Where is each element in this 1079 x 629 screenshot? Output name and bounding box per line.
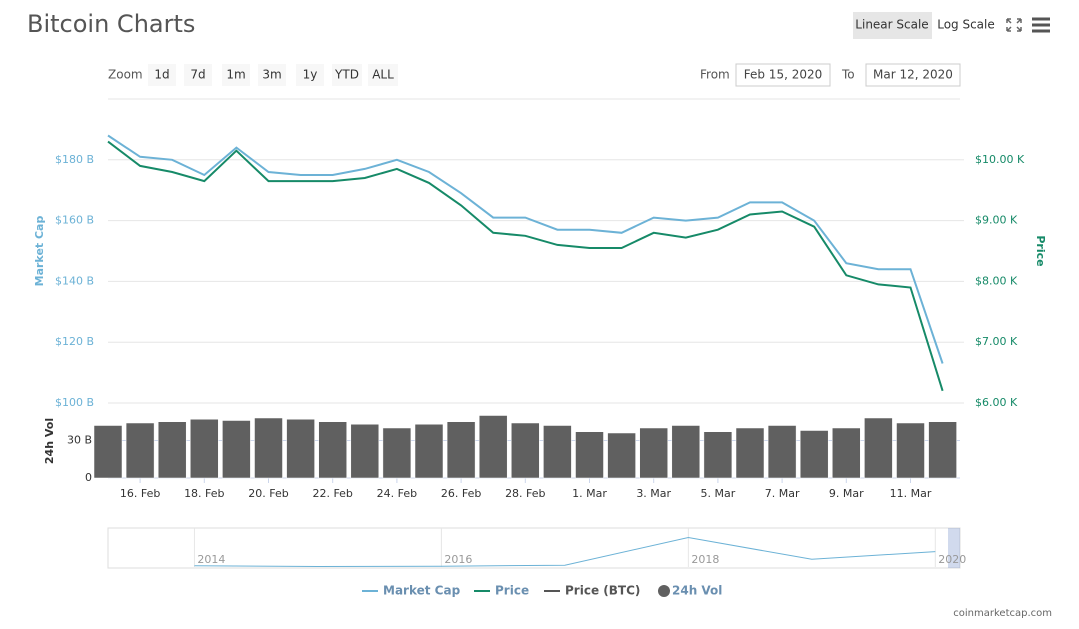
y-tick-label: $140 B: [55, 274, 94, 287]
y2-tick-label: $9.00 K: [975, 214, 1018, 227]
y2-tick-label: $7.00 K: [975, 335, 1018, 348]
x-tick-label: 7. Mar: [765, 487, 800, 500]
zoom-button-label[interactable]: ALL: [372, 68, 394, 82]
navigator-tick-label: 2016: [444, 553, 472, 566]
x-tick-label: 24. Feb: [377, 487, 417, 500]
log-scale-label[interactable]: Log Scale: [937, 18, 995, 32]
volume-bar: [799, 430, 829, 479]
volume-bar: [735, 427, 765, 479]
zoom-button-label[interactable]: 1m: [226, 68, 245, 82]
page-title: Bitcoin Charts: [27, 10, 195, 38]
zoom-label: Zoom: [108, 68, 143, 82]
volume-bar: [543, 425, 572, 479]
navigator-frame: [107, 527, 961, 569]
y-tick-label: $180 B: [55, 153, 94, 166]
navigator-selection[interactable]: [948, 528, 960, 568]
zoom-button-label[interactable]: 7d: [190, 68, 205, 82]
legend-label[interactable]: Market Cap: [383, 584, 461, 598]
legend-label[interactable]: Price: [495, 584, 529, 598]
volume-bar: [254, 417, 283, 479]
menu-icon[interactable]: [1032, 17, 1050, 33]
linear-scale-button[interactable]: [853, 12, 932, 39]
y2-tick-label: $8.00 K: [975, 274, 1018, 287]
volume-bar: [157, 421, 187, 479]
from-label: From: [700, 68, 730, 82]
volume-bar: [639, 427, 668, 479]
x-tick-label: 1. Mar: [572, 487, 607, 500]
volume-bar: [478, 415, 508, 479]
navigator-tick-label: 2014: [197, 553, 225, 566]
volume-bar: [928, 421, 957, 479]
x-tick-label: 9. Mar: [829, 487, 864, 500]
series-line: [107, 134, 944, 364]
zoom-button[interactable]: [296, 64, 324, 86]
x-tick-label: 5. Mar: [701, 487, 736, 500]
volume-bar: [864, 417, 893, 479]
volume-bar: [190, 419, 219, 479]
vol-tick-label: 30 B: [67, 434, 92, 447]
zoom-button-label[interactable]: YTD: [334, 68, 359, 82]
volume-bar: [125, 422, 155, 479]
footer: coinmarketcap.com: [953, 608, 1052, 619]
navigator-line: [194, 536, 936, 568]
volume-bar: [832, 427, 861, 479]
x-tick-label: 20. Feb: [248, 487, 288, 500]
zoom-button[interactable]: [258, 64, 286, 86]
to-date[interactable]: Mar 12, 2020: [873, 68, 953, 82]
volume-bar: [607, 432, 636, 479]
volume-bar: [896, 422, 925, 479]
series-line: [107, 140, 944, 392]
zoom-button-label[interactable]: 3m: [262, 68, 281, 82]
y-axis-title: Market Cap: [33, 216, 46, 287]
y2-tick-label: $6.00 K: [975, 396, 1018, 409]
vol-tick-label: 0: [85, 471, 92, 484]
y2-axis-title: Price: [1034, 235, 1047, 266]
x-tick-label: 11. Mar: [890, 487, 932, 500]
y-tick-label: $120 B: [55, 335, 94, 348]
to-label: To: [841, 68, 855, 82]
fullscreen-icon[interactable]: [1006, 18, 1022, 32]
x-tick-label: 26. Feb: [441, 487, 481, 500]
volume-bar: [703, 431, 733, 479]
x-tick-label: 18. Feb: [184, 487, 224, 500]
navigator-tick-label: 2018: [691, 553, 719, 566]
zoom-button-label[interactable]: 1d: [154, 68, 169, 82]
volume-bar: [286, 419, 315, 479]
volume-bar: [575, 431, 604, 479]
x-tick-label: 16. Feb: [120, 487, 160, 500]
x-tick-label: 3. Mar: [636, 487, 671, 500]
volume-bar: [446, 421, 476, 479]
volume-bar: [671, 425, 701, 479]
to-input[interactable]: [865, 63, 961, 87]
volume-bar: [767, 425, 797, 479]
linear-scale-label[interactable]: Linear Scale: [855, 18, 928, 32]
from-input[interactable]: [735, 63, 831, 87]
volume-bar: [382, 427, 412, 479]
vol-axis-title: 24h Vol: [43, 418, 56, 464]
zoom-button[interactable]: [184, 64, 212, 86]
volume-bar: [414, 424, 444, 479]
legend-label[interactable]: Price (BTC): [565, 584, 640, 598]
x-tick-label: 28. Feb: [505, 487, 545, 500]
from-date[interactable]: Feb 15, 2020: [744, 68, 823, 82]
x-tick-label: 22. Feb: [312, 487, 352, 500]
volume-bar: [222, 420, 251, 479]
volume-bar: [93, 425, 123, 479]
zoom-button[interactable]: [368, 64, 398, 86]
volume-bar: [511, 422, 540, 479]
zoom-button[interactable]: [222, 64, 250, 86]
zoom-button[interactable]: [332, 64, 362, 86]
navigator-tick-label: 2020: [938, 553, 966, 566]
legend-symbol[interactable]: [658, 585, 670, 597]
volume-bar: [350, 424, 380, 479]
y-tick-label: $100 B: [55, 396, 94, 409]
volume-bar: [318, 421, 347, 479]
y2-tick-label: $10.00 K: [975, 153, 1025, 166]
legend-label[interactable]: 24h Vol: [672, 584, 722, 598]
y-tick-label: $160 B: [55, 214, 94, 227]
zoom-button[interactable]: [148, 64, 176, 86]
zoom-button-label[interactable]: 1y: [303, 68, 318, 82]
